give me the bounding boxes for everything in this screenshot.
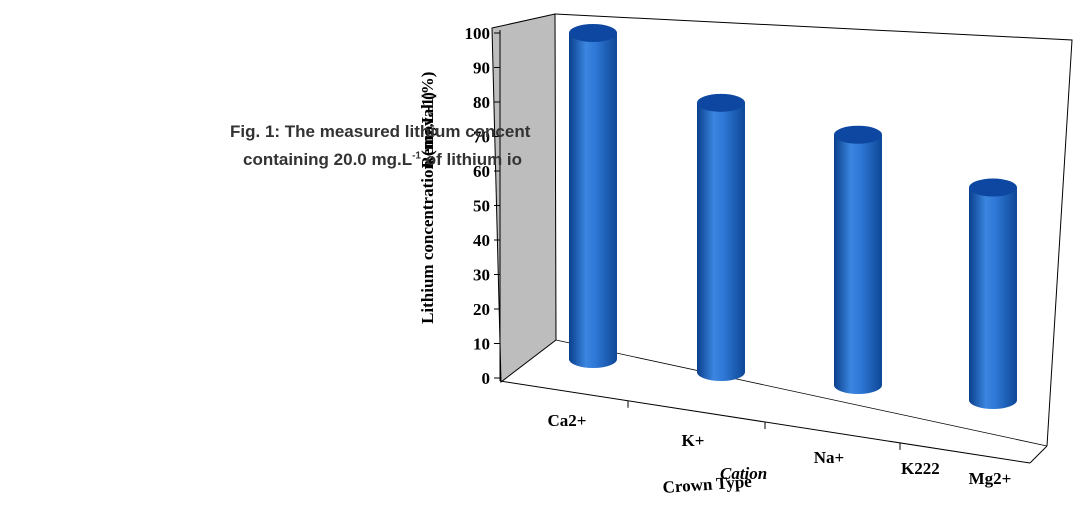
y-axis-title: Lithium concentration (mg.L-1) [418, 92, 437, 324]
bar-k [697, 93, 745, 381]
bar-body [697, 102, 745, 381]
y-tick-label: 100 [465, 24, 491, 43]
floor-right-edge [1029, 445, 1048, 464]
x-category-label: Mg2+ [969, 469, 1012, 488]
x-axis-title-crown-type: Crown Type [662, 472, 753, 497]
y-axis-title-overlay: Removal (%) [418, 72, 437, 169]
x-axis-title-cation: Cation [720, 464, 767, 483]
back-wall [491, 13, 557, 383]
floor-back-edge [555, 339, 1048, 447]
chart-frame [491, 13, 1073, 464]
y-tick-label: 20 [473, 300, 490, 319]
bar-ca2 [569, 24, 617, 368]
bar-body [834, 134, 882, 394]
y-tick-label: 80 [473, 93, 490, 112]
chart-text: 0 10 20 30 40 50 60 70 80 90 100 Ca2+ K+ Na+ Mg2+ K222 C… [418, 24, 1011, 497]
bar-body [969, 187, 1017, 409]
y-tick-label: 0 [482, 369, 491, 388]
y-tick-label: 40 [473, 231, 490, 250]
x-category-label: Na+ [814, 448, 844, 467]
bar-body [569, 33, 617, 368]
bar-top [697, 93, 745, 112]
chart-bars [569, 24, 1017, 409]
y-tick-label: 60 [473, 162, 490, 181]
y-tick-label: 90 [473, 59, 490, 78]
y-tick-label: 30 [473, 266, 490, 285]
y-tick-label: 10 [473, 335, 490, 354]
bar-mg2 [969, 178, 1017, 409]
bar-na [834, 125, 882, 394]
bar-top [969, 178, 1017, 197]
bar-top [569, 24, 617, 42]
frame-top-right-edge [554, 13, 1073, 447]
y-tick-label: 50 [473, 197, 490, 216]
y-tick-label: 70 [473, 128, 490, 147]
x-category-label: Ca2+ [548, 411, 587, 430]
x-category-label-overlay: K222 [901, 459, 940, 478]
x-category-label: K+ [682, 431, 705, 450]
bar-top [834, 125, 882, 144]
